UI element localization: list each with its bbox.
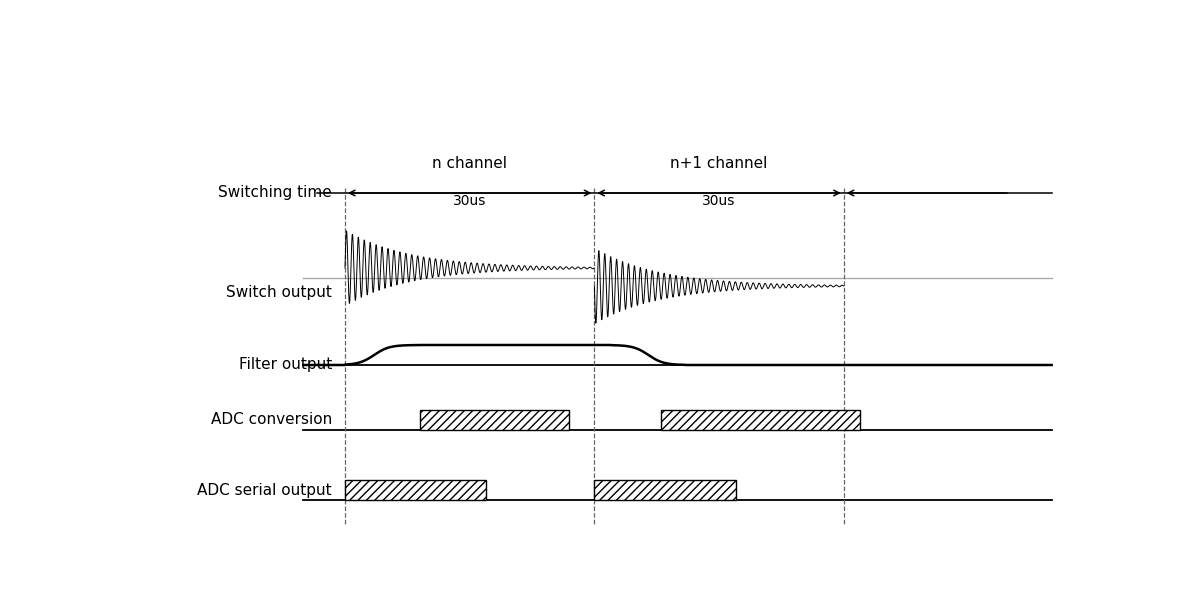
- Text: Filter output: Filter output: [239, 358, 332, 373]
- Bar: [345, 480, 487, 500]
- Text: ADC serial output: ADC serial output: [198, 483, 332, 498]
- Bar: [660, 410, 860, 430]
- Text: n channel: n channel: [432, 156, 507, 171]
- Text: n+1 channel: n+1 channel: [670, 156, 768, 171]
- Text: 30us: 30us: [702, 194, 735, 208]
- Bar: [420, 410, 570, 430]
- Text: 30us: 30us: [453, 194, 487, 208]
- Text: Switch output: Switch output: [226, 285, 332, 299]
- Text: Switching time: Switching time: [218, 186, 332, 200]
- Bar: [594, 480, 735, 500]
- Text: ADC conversion: ADC conversion: [211, 413, 332, 427]
